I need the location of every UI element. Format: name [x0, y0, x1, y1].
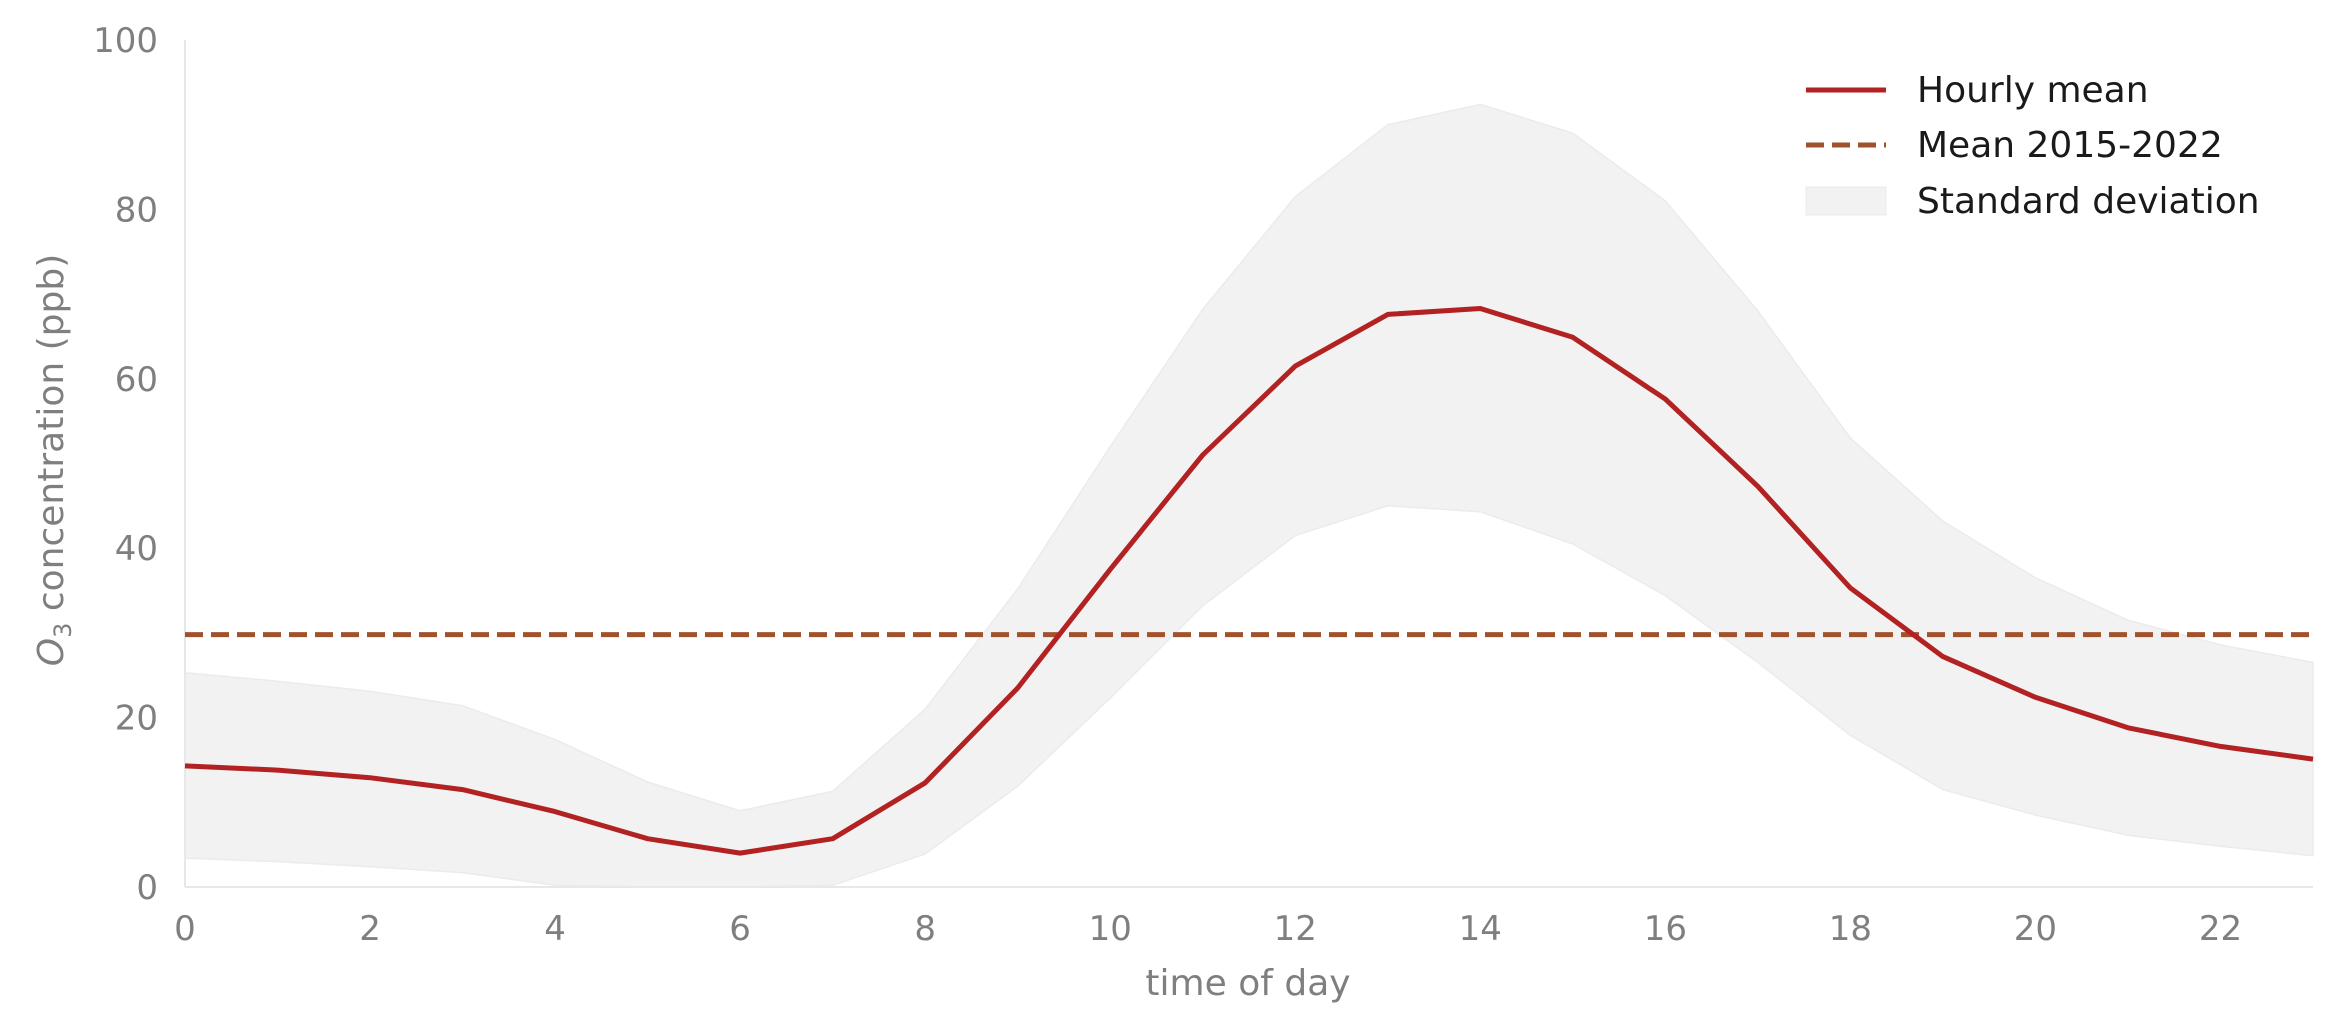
- y-tick-label: 60: [115, 360, 158, 400]
- hourly-mean-line: [184, 306, 2314, 856]
- x-axis-label: time of day: [1145, 963, 1350, 1004]
- y-axis-label: O3 concentration (ppb): [31, 254, 77, 666]
- x-tick-label: 10: [1089, 909, 1132, 949]
- y-tick-label: 20: [115, 699, 158, 739]
- y-tick-labels: 0 20 40 60 80 100: [93, 21, 158, 908]
- y-tick-label: 40: [115, 529, 158, 569]
- y-axis-label-subscript: 3: [49, 623, 77, 638]
- y-tick-label: 0: [136, 868, 158, 908]
- y-tick-label: 100: [93, 21, 158, 61]
- legend-label-hourly-mean: Hourly mean: [1917, 70, 2149, 111]
- x-tick-label: 22: [2199, 909, 2242, 949]
- x-tick-label: 0: [174, 909, 196, 949]
- x-tick-label: 14: [1459, 909, 1502, 949]
- legend: Hourly mean Mean 2015-2022 Standard devi…: [1805, 70, 2260, 222]
- axes: [184, 40, 2313, 888]
- x-tick-label: 16: [1644, 909, 1687, 949]
- x-tick-label: 6: [729, 909, 751, 949]
- legend-label-mean-2015-2022: Mean 2015-2022: [1917, 125, 2223, 166]
- x-tick-labels: 0 2 4 6 8 10 12 14 16 18 20 22: [174, 909, 2242, 949]
- x-tick-label: 8: [914, 909, 936, 949]
- x-tick-label: 18: [1829, 909, 1872, 949]
- series-lines: [184, 306, 2314, 856]
- y-tick-label: 80: [115, 190, 158, 230]
- y-axis-label-o: O: [31, 638, 72, 666]
- legend-label-standard-deviation: Standard deviation: [1917, 181, 2260, 222]
- std-band-layer: [184, 103, 2314, 888]
- std-deviation-band: [184, 103, 2314, 888]
- x-tick-label: 4: [544, 909, 566, 949]
- x-tick-label: 12: [1274, 909, 1317, 949]
- y-axis-label-rest: concentration (ppb): [31, 254, 72, 623]
- x-tick-label: 2: [359, 909, 381, 949]
- x-tick-label: 20: [2014, 909, 2057, 949]
- legend-swatch-standard-deviation: [1805, 186, 1887, 216]
